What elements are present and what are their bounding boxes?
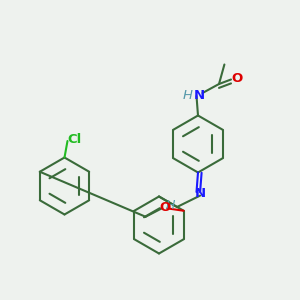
Text: H: H bbox=[166, 199, 175, 212]
Text: N: N bbox=[193, 89, 205, 102]
Text: N: N bbox=[194, 187, 206, 200]
Text: O: O bbox=[159, 201, 170, 214]
Text: Cl: Cl bbox=[67, 133, 81, 146]
Text: H: H bbox=[182, 89, 193, 102]
Text: O: O bbox=[231, 72, 243, 86]
